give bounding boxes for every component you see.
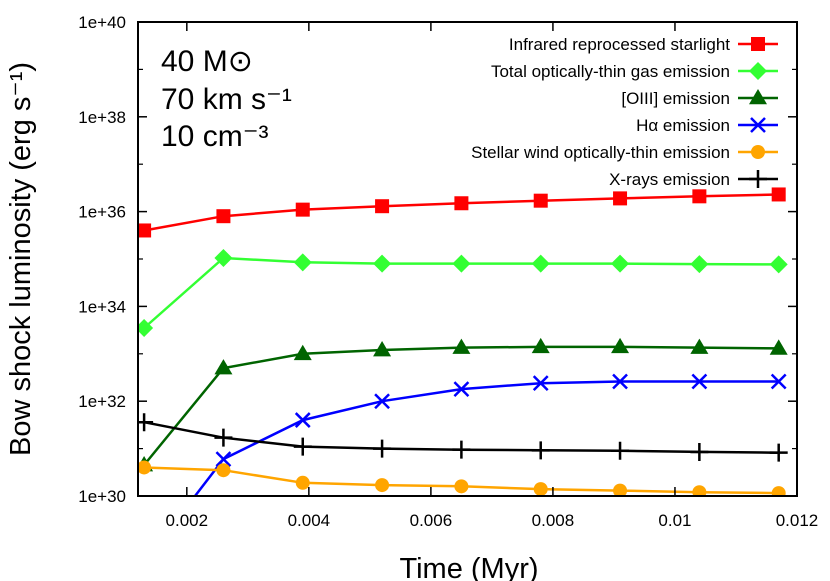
data-point (375, 478, 390, 493)
data-point (214, 248, 233, 267)
legend-marker (750, 117, 766, 133)
x-tick-label: 0.006 (410, 511, 453, 530)
annotation-block: 40 M⊙ 70 km s⁻¹ 10 cm⁻³ (161, 45, 292, 153)
y-tick-label: 1e+30 (78, 487, 126, 506)
y-tick-label: 1e+38 (78, 108, 126, 127)
data-point (690, 338, 709, 354)
data-point (531, 254, 550, 273)
data-point (294, 412, 311, 428)
data-point (293, 344, 312, 361)
series-4 (138, 460, 786, 496)
data-point (295, 475, 310, 490)
data-point (769, 255, 788, 274)
data-point (531, 441, 550, 460)
legend-label: Total optically-thin gas emission (491, 62, 730, 81)
data-point (373, 439, 392, 458)
data-point (293, 437, 312, 456)
annotation-velocity: 70 km s⁻¹ (161, 83, 292, 116)
data-point (216, 209, 231, 224)
data-point (769, 339, 788, 355)
x-axis-title: Time (Myr) (399, 553, 538, 581)
legend-marker (749, 170, 767, 188)
data-point (692, 189, 707, 204)
legend-label: [OIII] emission (621, 89, 730, 108)
data-point (214, 359, 233, 375)
data-point (454, 196, 469, 211)
data-point (215, 451, 232, 467)
series-1 (138, 248, 788, 338)
y-axis-title: Bow shock luminosity (erg s⁻¹) (5, 62, 37, 456)
data-point (611, 254, 630, 273)
legend-marker (749, 89, 767, 105)
data-point (690, 255, 709, 274)
annotation-density: 10 cm⁻³ (161, 120, 269, 153)
data-point (373, 254, 392, 273)
data-point (531, 337, 550, 354)
data-point (295, 202, 310, 217)
legend-marker (751, 145, 765, 159)
data-point (453, 381, 470, 397)
data-point (374, 393, 390, 410)
data-point (691, 373, 708, 390)
data-point (138, 223, 152, 238)
data-point (137, 555, 151, 569)
series-3 (137, 373, 787, 569)
legend-marker (751, 37, 765, 51)
data-point (613, 191, 628, 206)
axis-layer: 0.002 0.004 0.006 0.008 0.01 0.012 1e+30 1e+32 1… (78, 13, 818, 530)
data-point (454, 479, 469, 494)
data-point (532, 375, 549, 392)
data-point (770, 373, 787, 390)
data-point (771, 187, 786, 202)
data-point (611, 337, 630, 354)
y-tick-label: 1e+36 (78, 203, 126, 222)
data-point (533, 193, 548, 208)
data-point (138, 460, 152, 475)
series-0 (138, 187, 786, 238)
data-point (533, 482, 548, 496)
x-tick-label: 0.012 (776, 511, 819, 530)
legend-label: Stellar wind optically-thin emission (471, 143, 730, 162)
legend: Infrared reprocessed starlight Total opti… (471, 35, 778, 189)
x-tick-label: 0.004 (288, 511, 331, 530)
y-tick-label: 1e+32 (78, 392, 126, 411)
data-point (138, 319, 154, 338)
data-point (771, 486, 786, 496)
data-point (692, 485, 707, 496)
annotation-mass: 40 M⊙ (161, 45, 253, 78)
data-point (613, 483, 628, 496)
data-point (375, 199, 390, 214)
legend-label: Hα emission (636, 116, 730, 135)
legend-marker (749, 62, 767, 80)
data-point (611, 441, 630, 460)
x-tick-label: 0.01 (658, 511, 691, 530)
series-layer (137, 187, 788, 569)
y-tick-label: 1e+34 (78, 297, 126, 316)
data-point (452, 440, 471, 459)
data-point (373, 341, 392, 357)
data-point (452, 254, 471, 273)
x-tick-label: 0.008 (532, 511, 575, 530)
data-point (214, 428, 233, 447)
legend-label: X-rays emission (609, 170, 730, 189)
series-5 (138, 413, 788, 462)
legend-label: Infrared reprocessed starlight (509, 35, 730, 54)
x-tick-label: 0.002 (166, 511, 209, 530)
data-point (769, 443, 788, 462)
data-point (612, 373, 628, 390)
data-point (690, 442, 709, 461)
y-tick-label: 1e+40 (78, 13, 126, 32)
data-point (293, 253, 312, 272)
data-point (452, 338, 471, 354)
data-point (216, 463, 231, 478)
